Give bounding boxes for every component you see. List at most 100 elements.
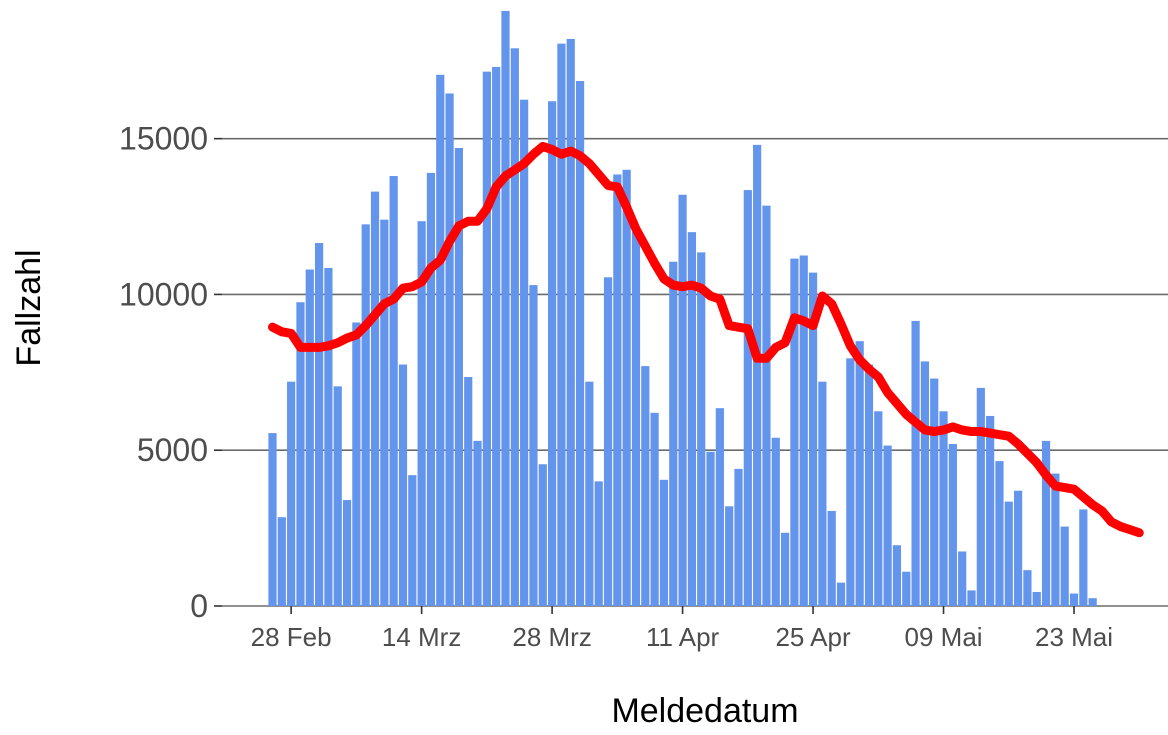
bar (464, 376, 473, 606)
x-tick-label: 09 Mai (905, 622, 983, 652)
bar (398, 364, 408, 606)
bar (473, 440, 482, 606)
bar (342, 500, 352, 606)
bar (986, 415, 995, 606)
bar (1079, 509, 1088, 606)
bar (389, 176, 398, 606)
bar (864, 364, 874, 606)
bar (296, 302, 305, 606)
bar (575, 81, 585, 607)
x-tick-label: 28 Feb (251, 622, 332, 652)
bar (892, 545, 902, 606)
bar (361, 224, 370, 607)
bar (603, 277, 613, 606)
bar (287, 381, 296, 606)
line-series (268, 141, 1144, 538)
y-tick-label: 15000 (119, 121, 208, 157)
bar (780, 532, 790, 606)
bar (827, 510, 836, 606)
y-tick-label: 0 (190, 588, 208, 624)
bar (1032, 591, 1041, 606)
bar (277, 517, 286, 606)
bar (641, 366, 650, 606)
bar (1004, 501, 1013, 606)
bar (790, 258, 799, 606)
bar (706, 451, 715, 606)
bar (967, 590, 976, 606)
x-tick-label: 11 Apr (646, 622, 720, 652)
bar (510, 48, 519, 606)
bar (557, 43, 566, 607)
bar (268, 433, 277, 606)
bar (995, 461, 1004, 606)
y-tick-label: 5000 (137, 432, 208, 468)
bar (855, 341, 864, 606)
bar (408, 475, 417, 606)
bar (1069, 593, 1079, 606)
x-tick-label: 14 Mrz (382, 622, 461, 652)
x-axis-title: Meldedatum (611, 692, 798, 730)
bar (380, 219, 389, 607)
bar (613, 174, 622, 606)
bar (920, 361, 930, 606)
bar (697, 252, 706, 606)
bar (501, 10, 510, 606)
bar (976, 387, 985, 606)
bar (305, 269, 314, 606)
bar (874, 411, 883, 606)
bar (333, 386, 342, 606)
bar (529, 285, 538, 606)
y-tick-label: 10000 (119, 276, 208, 312)
bar (911, 320, 920, 606)
bar (436, 74, 445, 606)
bar (1060, 526, 1069, 606)
moving-average-line (268, 141, 1144, 538)
bar (1051, 473, 1060, 606)
x-tick-label: 28 Mrz (512, 622, 591, 652)
bar (631, 232, 641, 606)
bar (585, 381, 594, 606)
bar (314, 243, 324, 606)
bar (818, 381, 827, 606)
bar (482, 71, 491, 607)
bar (324, 267, 333, 606)
bar (566, 38, 575, 606)
bar (1013, 490, 1023, 606)
bar (948, 443, 957, 606)
bar (669, 261, 678, 606)
bar (417, 221, 426, 606)
x-tick-label: 23 Mai (1035, 622, 1113, 652)
bar (725, 506, 734, 606)
x-tick-label: 25 Apr (775, 622, 851, 652)
bar (734, 468, 743, 606)
bar (538, 464, 547, 606)
bar (650, 412, 659, 606)
bar (930, 378, 939, 606)
bar (902, 571, 911, 606)
bar (846, 358, 855, 606)
bar (762, 205, 771, 607)
bar (958, 551, 967, 606)
y-axis: 0 5000 10000 15000 (119, 121, 222, 624)
bar (743, 190, 752, 606)
bar (753, 144, 762, 606)
bar (1023, 570, 1032, 606)
bar (445, 93, 454, 606)
bar (771, 437, 780, 606)
bar (426, 172, 436, 607)
bar (808, 272, 818, 606)
y-axis-title: Fallzahl (10, 249, 48, 366)
bar (715, 408, 724, 606)
bar (622, 169, 631, 606)
bar (547, 101, 557, 606)
bar (1088, 598, 1097, 606)
bar (659, 479, 669, 606)
bar (352, 322, 361, 606)
bar (594, 481, 603, 606)
bar (454, 147, 464, 606)
bar (883, 445, 892, 606)
bar (687, 232, 697, 606)
bar (520, 99, 529, 607)
bar (799, 255, 808, 607)
